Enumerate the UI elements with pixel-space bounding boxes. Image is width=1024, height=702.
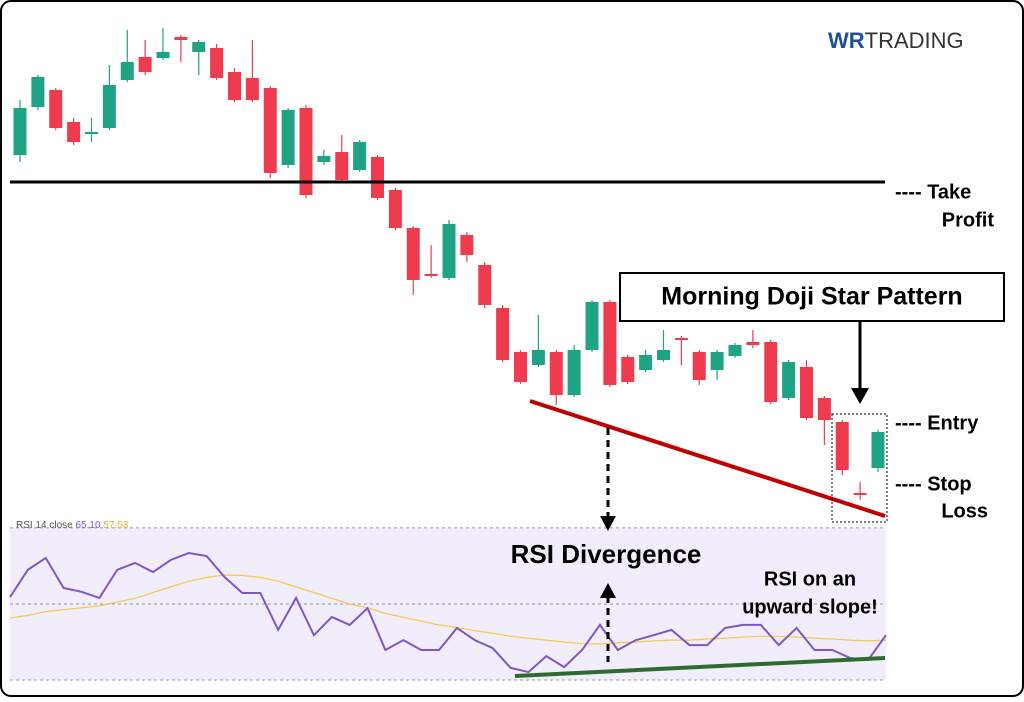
candle-body: [639, 355, 653, 370]
rsi-line: [9, 551, 887, 674]
candle-body: [764, 342, 778, 402]
logo-name: TRADING: [865, 28, 964, 53]
stop-label: ---- Stop: [895, 473, 972, 495]
rsi-line: [9, 574, 887, 645]
candle-body: [210, 48, 224, 78]
price-trend-line: [529, 399, 886, 518]
candle-body: [585, 302, 599, 350]
candle-body: [782, 362, 796, 398]
slope-label: upward slope!: [742, 596, 878, 618]
divergence-label: RSI Divergence: [511, 539, 702, 569]
logo-brand: WR: [828, 28, 865, 53]
candle-body: [746, 342, 760, 345]
rsi-legend: RSI 14 close 65.10 57.53: [16, 520, 129, 531]
candle-body: [228, 72, 241, 100]
price-chart: [13, 28, 885, 500]
candle-body: [85, 132, 98, 134]
candle-body: [299, 108, 313, 195]
candle-body: [800, 367, 813, 418]
candle-body: [353, 142, 367, 170]
slope-label: RSI on an: [764, 568, 856, 590]
candle-body: [424, 274, 438, 276]
candle-body: [692, 352, 706, 380]
candle-body: [817, 398, 831, 420]
pattern-label-box: [619, 272, 1005, 322]
candle-body: [281, 110, 295, 165]
rsi-legend-title: RSI 14 close: [16, 520, 73, 531]
stop-label: Loss: [941, 500, 988, 522]
rsi-legend-value: 65.10: [75, 520, 100, 531]
candle-body: [263, 88, 277, 173]
candle-body: [871, 432, 885, 468]
candle-body: [102, 85, 116, 128]
candle-body: [531, 350, 545, 365]
candle-body: [567, 350, 581, 395]
candle-body: [478, 265, 492, 305]
candle-body: [120, 62, 134, 80]
candle-body: [728, 345, 742, 356]
candle-body: [317, 156, 331, 162]
entry-label: ---- Entry: [895, 412, 979, 434]
candle-body: [174, 37, 188, 40]
pattern-box: [831, 413, 888, 523]
logo: WRTRADING: [828, 28, 964, 53]
arrow-head: [600, 583, 616, 598]
candle-body: [603, 302, 617, 385]
take-profit-label: ---- Take: [895, 181, 971, 203]
candle-body: [138, 57, 152, 72]
candle-body: [496, 308, 510, 360]
candle-body: [406, 228, 420, 280]
rsi-trend-line: [514, 656, 886, 678]
candle-body: [674, 338, 688, 340]
candle-body: [853, 493, 867, 495]
pattern-label: Morning Doji Star Pattern: [661, 283, 962, 311]
candle-body: [388, 190, 402, 228]
arrow-head: [851, 388, 869, 404]
candle-body: [13, 108, 27, 155]
candle-body: [514, 352, 527, 382]
arrow-head: [600, 516, 616, 531]
rsi-legend-value: 57.53: [103, 520, 128, 531]
candle-body: [710, 352, 724, 370]
candle-body: [657, 350, 670, 360]
candle-body: [67, 122, 81, 142]
rsi-chart: [9, 527, 887, 681]
candle-body: [192, 42, 206, 52]
candle-body: [621, 357, 635, 382]
candle-body: [549, 352, 563, 395]
take-profit-label: Profit: [942, 209, 995, 231]
candle-body: [156, 52, 170, 58]
candle-body: [371, 157, 384, 198]
candle-body: [31, 77, 45, 107]
candle-body: [335, 152, 349, 180]
candle-body: [460, 235, 474, 255]
candle-body: [49, 90, 63, 128]
candle-body: [442, 224, 456, 278]
candle-body: [835, 422, 849, 470]
candle-body: [245, 78, 259, 100]
